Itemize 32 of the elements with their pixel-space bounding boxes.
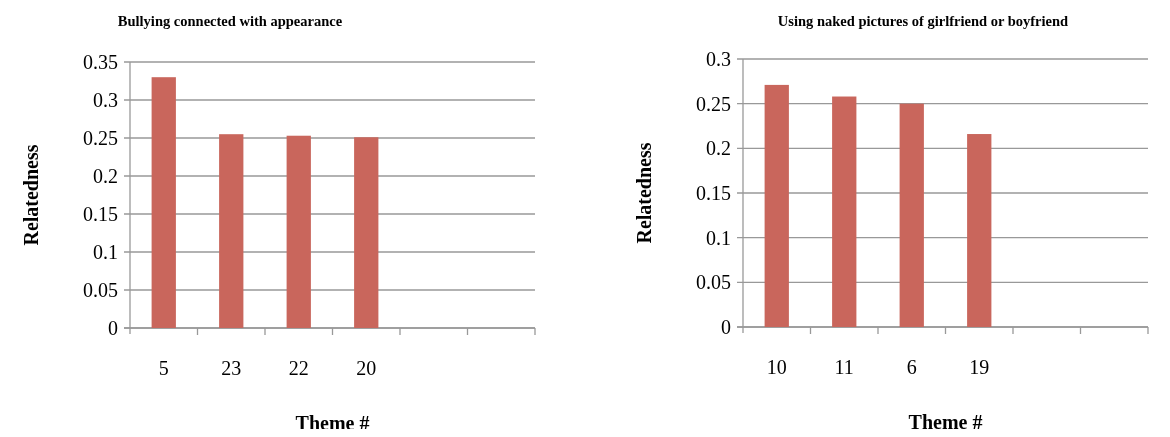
x-axis-title: Theme # [908,411,983,433]
x-tick-label: 20 [356,357,377,379]
y-tick-label: 0.25 [83,127,118,149]
y-tick-label: 0.1 [706,226,731,249]
y-axis-title: Relatedness [20,144,42,246]
bar [219,134,244,328]
y-tick-label: 0.15 [83,203,118,225]
y-tick-label: 0.05 [696,271,731,294]
bar [286,135,311,328]
y-tick-label: 0.1 [93,241,118,263]
y-tick-label: 0.2 [93,165,118,187]
y-tick-label: 0.3 [93,89,118,111]
y-tick-label: 0.2 [706,137,731,160]
y-tick-label: 0.15 [696,182,731,204]
y-axis-title: Relatedness [633,142,655,244]
y-tick-label: 0.25 [696,92,731,115]
x-tick-label: 22 [288,357,309,379]
bar [354,137,379,328]
y-tick-label: 0.35 [83,51,118,73]
y-tick-label: 0.05 [83,279,118,301]
x-tick-label: 19 [969,356,990,378]
chart-title: Using naked pictures of girlfriend or boyfriend [777,13,1069,29]
y-tick-label: 0 [108,317,118,339]
y-tick-label: 0.3 [706,48,731,70]
x-tick-label: 5 [158,357,169,379]
y-tick-label: 0 [721,316,731,338]
chart-title: Bullying connected with appearance [117,13,343,29]
x-tick-label: 23 [221,357,242,379]
bar [151,77,176,328]
x-tick-label: 11 [834,356,854,378]
x-tick-label: 6 [906,356,917,378]
x-tick-label: 10 [766,356,787,378]
